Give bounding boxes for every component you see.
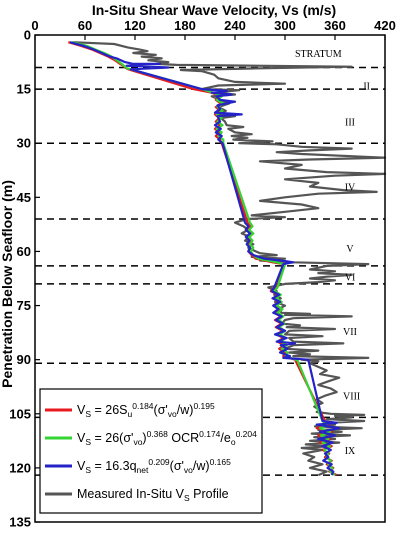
x-tick-label: 240: [224, 18, 246, 33]
y-axis-label: Penetration Below Seafloor (m): [0, 180, 15, 388]
x-tick-label: 420: [374, 18, 396, 33]
x-tick-label: 0: [31, 18, 38, 33]
legend-entry: VS = 26Su0.184(σ'vo/w)0.195: [77, 401, 215, 419]
series-line-2: [69, 41, 341, 476]
x-tick-label: 120: [124, 18, 146, 33]
y-tick-label: 15: [17, 82, 31, 97]
y-tick-label: 30: [17, 136, 31, 151]
y-tick-label: 135: [9, 515, 31, 530]
stratum-label: VII: [343, 327, 357, 338]
y-tick-label: 120: [9, 460, 31, 475]
stratum-label: IV: [345, 183, 356, 194]
legend-box: [39, 388, 263, 514]
series-layer: [67, 41, 387, 477]
legend-entry: VS = 26(σ'vo)0.368 OCR0.174/eo0.204: [77, 429, 257, 447]
stratum-label: V: [346, 244, 354, 255]
stratum-label: II: [363, 82, 370, 93]
y-tick-label: 60: [17, 244, 31, 259]
stratum-label: I: [321, 49, 324, 60]
stratum-label: VIII: [343, 392, 360, 403]
legend: VS = 26Su0.184(σ'vo/w)0.195 VS = 26(σ'vo)…: [39, 388, 263, 514]
y-tick-label: 105: [9, 406, 31, 421]
x-tick-label: 360: [324, 18, 346, 33]
stratum-label: VI: [345, 273, 356, 284]
x-tick-labels: 0 60 120 180 240 300 360 420: [31, 18, 396, 40]
y-tick-label: 45: [17, 190, 31, 205]
y-tick-label: 0: [24, 28, 31, 43]
x-tick-label: 180: [174, 18, 196, 33]
plot-frame: [34, 34, 386, 523]
y-tick-label: 90: [17, 352, 31, 367]
stratum-label: III: [345, 118, 355, 129]
x-tick-label: 300: [274, 18, 296, 33]
stratum-heading: STRATUM: [295, 49, 342, 60]
legend-entry: Measured In-Situ VS Profile: [77, 487, 229, 503]
chart-title: In-Situ Shear Wave Velocity, Vs (m/s): [92, 2, 336, 18]
x-tick-label: 60: [78, 18, 92, 33]
y-tick-label: 75: [17, 298, 31, 313]
legend-entry: VS = 16.3qnet0.209(σ'vo/w)0.165: [77, 457, 231, 475]
stratum-label: IX: [345, 446, 356, 457]
